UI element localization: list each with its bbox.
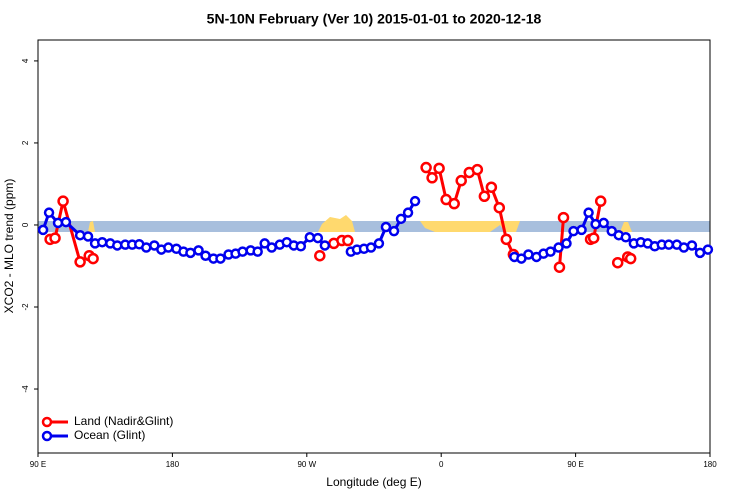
data-point: [448, 197, 460, 210]
data-point: [402, 207, 414, 218]
data-point: [266, 242, 277, 253]
legend-marker: [41, 430, 53, 442]
data-point: [478, 190, 491, 203]
data-point: [43, 207, 55, 218]
data-point: [471, 163, 484, 176]
data-point: [388, 225, 400, 237]
x-tick-label: 90 W: [297, 460, 316, 469]
land-patch: [420, 221, 520, 232]
data-point: [561, 238, 572, 249]
data-point: [252, 246, 263, 257]
data-point: [57, 195, 69, 207]
data-point: [373, 238, 385, 249]
ocean-strip: [38, 221, 710, 232]
land-patch: [620, 222, 632, 232]
data-point: [576, 224, 587, 236]
data-point: [49, 232, 61, 244]
data-point: [37, 224, 49, 236]
chart-title: 5N-10N February (Ver 10) 2015-01-01 to 2…: [207, 11, 542, 27]
data-point: [587, 232, 600, 244]
data-point: [611, 256, 624, 269]
x-tick-label: 180: [166, 460, 180, 469]
data-point: [215, 253, 226, 264]
data-point: [500, 233, 513, 246]
y-axis-label: XCO2 - MLO trend (ppm): [2, 179, 16, 314]
data-point: [185, 247, 196, 259]
data-point: [319, 240, 331, 251]
data-point: [583, 207, 594, 218]
land-patch: [318, 215, 355, 232]
x-axis-label: Longitude (deg E): [326, 475, 421, 489]
data-point: [557, 211, 570, 224]
data-point: [87, 252, 99, 265]
data-point: [686, 240, 698, 251]
data-point: [598, 217, 609, 229]
data-point: [163, 242, 174, 253]
data-point: [663, 239, 675, 250]
data-point: [380, 221, 392, 233]
data-point: [485, 181, 498, 193]
data-point: [141, 242, 152, 253]
data-point: [553, 242, 564, 253]
data-point: [545, 246, 556, 257]
data-point: [96, 236, 108, 248]
data-point: [426, 172, 438, 184]
data-point: [312, 232, 324, 244]
data-point: [702, 244, 714, 255]
data-point: [553, 261, 566, 273]
surface-mask: [38, 215, 710, 232]
data-point: [493, 201, 506, 214]
y-tick-label: 4: [21, 58, 30, 63]
x-tick-label: 180: [703, 460, 717, 469]
data-point: [624, 252, 637, 265]
data-point: [193, 245, 204, 256]
data-point: [314, 249, 326, 262]
x-tick-label: 90 E: [30, 460, 46, 469]
data-point: [237, 246, 248, 257]
data-point: [82, 231, 94, 242]
legend-marker: [41, 416, 53, 428]
data-point: [409, 195, 421, 207]
x-tick-label: 90 E: [567, 460, 583, 469]
y-tick-label: 0: [21, 222, 30, 227]
data-point: [60, 216, 72, 228]
y-tick-label: -4: [21, 385, 30, 393]
x-tick-label: 0: [439, 460, 444, 469]
land-patch: [88, 221, 95, 232]
data-point: [395, 213, 407, 225]
y-tick-label: -2: [21, 303, 30, 311]
y-tick-label: 2: [21, 140, 30, 145]
data-point: [342, 234, 354, 247]
data-point: [620, 232, 632, 243]
data-point: [594, 195, 607, 207]
data-point: [568, 225, 579, 237]
legend-label: Land (Nadir&Glint): [74, 414, 173, 428]
data-point: [74, 229, 86, 241]
data-point: [590, 218, 601, 230]
data-point: [455, 174, 467, 187]
data-point: [420, 161, 432, 174]
data-point: [295, 241, 307, 252]
data-point: [304, 232, 316, 243]
data-point: [74, 256, 86, 268]
data-point: [365, 242, 377, 253]
data-point: [678, 242, 690, 253]
data-point: [433, 162, 445, 175]
legend-label: Ocean (Glint): [74, 428, 145, 442]
data-point: [523, 249, 534, 260]
